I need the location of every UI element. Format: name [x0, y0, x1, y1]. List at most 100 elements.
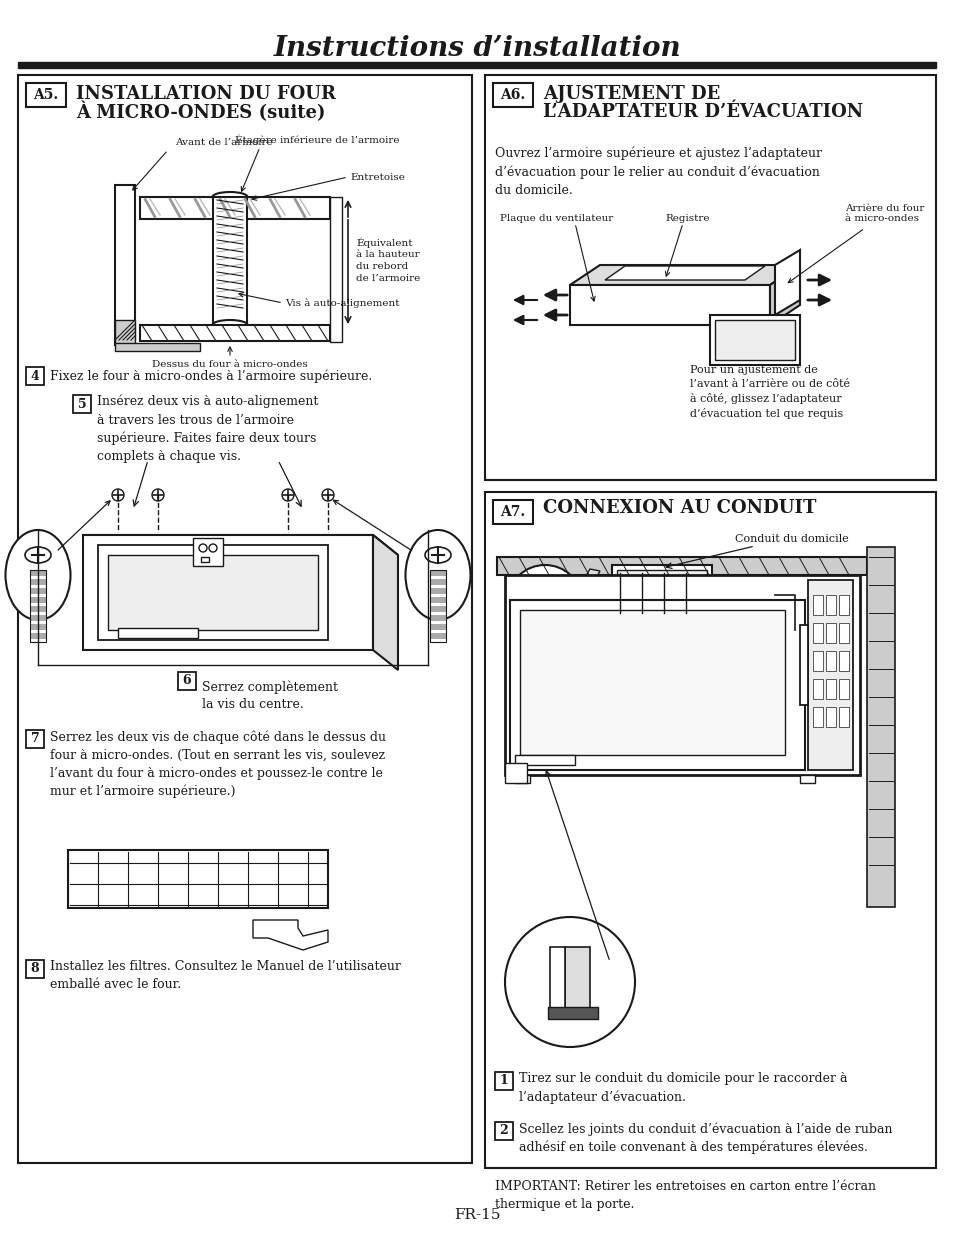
Bar	[201, 557, 209, 562]
Ellipse shape	[213, 192, 247, 202]
Ellipse shape	[6, 530, 71, 620]
Text: INSTALLATION DU FOUR: INSTALLATION DU FOUR	[76, 85, 335, 103]
Text: Entretoise: Entretoise	[350, 172, 404, 182]
Text: À MICRO-ONDES (suite): À MICRO-ONDES (suite)	[76, 102, 325, 123]
Bar	[140, 326, 330, 340]
Bar	[118, 628, 198, 638]
Ellipse shape	[535, 591, 555, 608]
Bar	[115, 184, 135, 345]
Bar	[30, 624, 46, 630]
Text: 8: 8	[30, 962, 39, 976]
Text: A7.: A7.	[500, 505, 525, 519]
Bar	[504, 763, 526, 782]
Circle shape	[504, 917, 635, 1047]
Bar	[30, 588, 46, 594]
Bar	[825, 651, 835, 671]
Text: Serrez les deux vis de chaque côté dans le dessus du
four à micro-ondes. (Tout e: Serrez les deux vis de chaque côté dans …	[50, 730, 386, 799]
Polygon shape	[569, 285, 769, 326]
Polygon shape	[774, 250, 800, 314]
Bar	[825, 707, 835, 727]
Bar	[800, 775, 814, 782]
Text: Instructions d’installation: Instructions d’installation	[273, 35, 680, 62]
Bar	[98, 545, 328, 640]
Circle shape	[322, 489, 334, 501]
Bar	[26, 959, 44, 978]
Polygon shape	[373, 535, 397, 670]
Text: Insérez deux vis à auto-alignement
à travers les trous de l’armoire
supérieure. : Insérez deux vis à auto-alignement à tra…	[97, 395, 318, 463]
Text: Étagère inférieure de l’armoire: Étagère inférieure de l’armoire	[234, 135, 399, 145]
Bar	[838, 678, 848, 699]
Text: L’ADAPTATEUR D’ÉVACUATION: L’ADAPTATEUR D’ÉVACUATION	[542, 103, 862, 121]
Polygon shape	[604, 266, 764, 280]
Bar	[515, 755, 575, 765]
Polygon shape	[83, 535, 397, 555]
Bar	[866, 547, 894, 907]
Bar	[430, 605, 446, 612]
Bar	[617, 569, 706, 615]
Text: Scellez les joints du conduit d’évacuation à l’aide de ruban
adhésif en toile co: Scellez les joints du conduit d’évacuati…	[518, 1122, 892, 1154]
Bar	[430, 624, 446, 630]
Circle shape	[209, 543, 216, 552]
Bar	[30, 615, 46, 621]
Bar	[330, 197, 341, 342]
Text: CONNEXION AU CONDUIT: CONNEXION AU CONDUIT	[542, 499, 816, 517]
Ellipse shape	[424, 547, 451, 563]
Text: AJUSTEMENT DE: AJUSTEMENT DE	[542, 85, 720, 103]
Ellipse shape	[509, 565, 580, 633]
Text: 7: 7	[30, 733, 39, 745]
Text: Serrez complètement
la vis du centre.: Serrez complètement la vis du centre.	[202, 680, 337, 712]
Text: Tirez sur le conduit du domicile pour le raccorder à
l’adaptateur d’évacuation.: Tirez sur le conduit du domicile pour le…	[518, 1072, 846, 1104]
Text: 2: 2	[499, 1124, 508, 1138]
Text: A6.: A6.	[500, 88, 525, 102]
Bar	[18, 76, 472, 1162]
Bar	[26, 83, 66, 106]
Bar	[838, 707, 848, 727]
Bar	[812, 623, 822, 643]
Bar	[30, 579, 46, 586]
Text: Fixez le four à micro-ondes à l’armoire supérieure.: Fixez le four à micro-ondes à l’armoire …	[50, 369, 372, 383]
Ellipse shape	[25, 547, 51, 563]
Bar	[495, 1072, 513, 1089]
Bar	[825, 595, 835, 615]
Bar	[564, 947, 589, 1016]
Ellipse shape	[526, 583, 562, 615]
Circle shape	[761, 586, 771, 595]
Text: Avant de l’armoire: Avant de l’armoire	[174, 137, 273, 147]
Bar	[497, 557, 866, 574]
Text: 5: 5	[77, 397, 86, 411]
Text: Équivalent
à la hauteur
du rebord
de l’armoire: Équivalent à la hauteur du rebord de l’a…	[355, 236, 420, 284]
Bar	[714, 319, 794, 360]
Text: Ouvrez l’armoire supérieure et ajustez l’adaptateur
d’évacuation pour le relier : Ouvrez l’armoire supérieure et ajustez l…	[495, 147, 821, 197]
Bar	[744, 574, 774, 615]
Bar	[800, 625, 807, 704]
Bar	[550, 947, 564, 1016]
Bar	[807, 579, 852, 770]
Text: Arrière du four
à micro-ondes: Arrière du four à micro-ondes	[844, 203, 923, 223]
Text: Installez les filtres. Consultez le Manuel de l’utilisateur
emballé avec le four: Installez les filtres. Consultez le Manu…	[50, 959, 400, 990]
Bar	[812, 651, 822, 671]
Bar	[484, 76, 935, 480]
Bar	[30, 633, 46, 639]
Bar	[430, 633, 446, 639]
Bar	[547, 1006, 598, 1019]
Text: IMPORTANT: Retirer les entretoises en carton entre l’écran
thermique et la porte: IMPORTANT: Retirer les entretoises en ca…	[495, 1180, 875, 1211]
Bar	[493, 500, 533, 524]
Text: Dessus du four à micro-ondes: Dessus du four à micro-ondes	[152, 360, 308, 369]
Circle shape	[747, 586, 758, 595]
Ellipse shape	[534, 589, 556, 609]
Bar	[26, 730, 44, 748]
Ellipse shape	[213, 319, 247, 331]
Circle shape	[282, 489, 294, 501]
Text: Plaque du ventilateur: Plaque du ventilateur	[499, 214, 613, 223]
Bar	[115, 343, 200, 352]
Bar	[430, 615, 446, 621]
Ellipse shape	[405, 530, 470, 620]
Bar	[493, 83, 533, 106]
Bar	[519, 610, 784, 755]
Text: Pour un ajustement de
l’avant à l’arrière ou de côté
à côté, glissez l’adaptateu: Pour un ajustement de l’avant à l’arrièr…	[689, 365, 849, 418]
Bar	[73, 395, 91, 413]
Circle shape	[112, 489, 124, 501]
Polygon shape	[769, 265, 800, 326]
Bar	[108, 555, 317, 630]
Bar	[430, 579, 446, 586]
